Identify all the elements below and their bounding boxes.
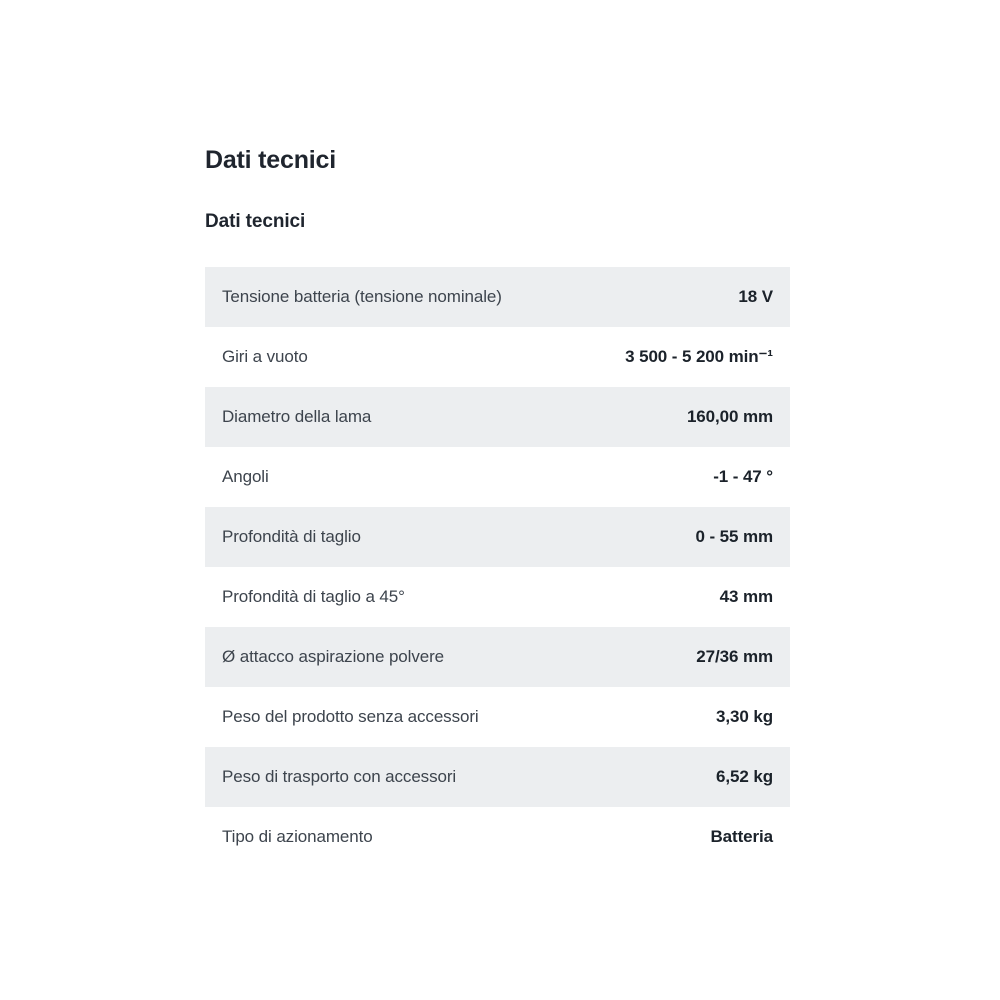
table-row: Ø attacco aspirazione polvere 27/36 mm — [205, 627, 790, 687]
table-row: Profondità di taglio 0 - 55 mm — [205, 507, 790, 567]
spec-label: Diametro della lama — [222, 407, 372, 426]
spec-label: Giri a vuoto — [222, 347, 308, 366]
table-row: Peso del prodotto senza accessori 3,30 k… — [205, 687, 790, 747]
spec-value: 160,00 mm — [686, 407, 773, 426]
spec-label: Ø attacco aspirazione polvere — [222, 647, 445, 666]
spec-value: -1 - 47 ° — [713, 467, 773, 486]
spec-value: Batteria — [710, 827, 773, 846]
spec-value: 0 - 55 mm — [695, 527, 773, 546]
table-row: Profondità di taglio a 45° 43 mm — [205, 567, 790, 627]
spec-value: 18 V — [738, 287, 773, 306]
spec-label: Tipo di azionamento — [222, 827, 373, 846]
section-title: Dati tecnici — [205, 211, 306, 232]
spec-value: 6,52 kg — [716, 767, 773, 786]
table-row: Giri a vuoto 3 500 - 5 200 min⁻¹ — [205, 327, 790, 387]
table-row: Angoli -1 - 47 ° — [205, 447, 790, 507]
technical-data-table: Tensione batteria (tensione nominale) 18… — [205, 267, 790, 867]
table-row: Peso di trasporto con accessori 6,52 kg — [205, 747, 790, 807]
table-row: Diametro della lama 160,00 mm — [205, 387, 790, 447]
table-row: Tipo di azionamento Batteria — [205, 807, 790, 867]
spec-label: Profondità di taglio a 45° — [222, 587, 405, 606]
spec-label: Angoli — [222, 467, 269, 486]
spec-value: 43 mm — [719, 587, 773, 606]
spec-label: Peso del prodotto senza accessori — [222, 707, 479, 726]
spec-label: Tensione batteria (tensione nominale) — [222, 287, 502, 306]
spec-value: 3 500 - 5 200 min⁻¹ — [625, 347, 773, 366]
page-title: Dati tecnici — [205, 146, 336, 174]
spec-label: Profondità di taglio — [222, 527, 361, 546]
table-row: Tensione batteria (tensione nominale) 18… — [205, 267, 790, 327]
spec-value: 27/36 mm — [696, 647, 773, 666]
spec-label: Peso di trasporto con accessori — [222, 767, 457, 786]
spec-value: 3,30 kg — [716, 707, 773, 726]
